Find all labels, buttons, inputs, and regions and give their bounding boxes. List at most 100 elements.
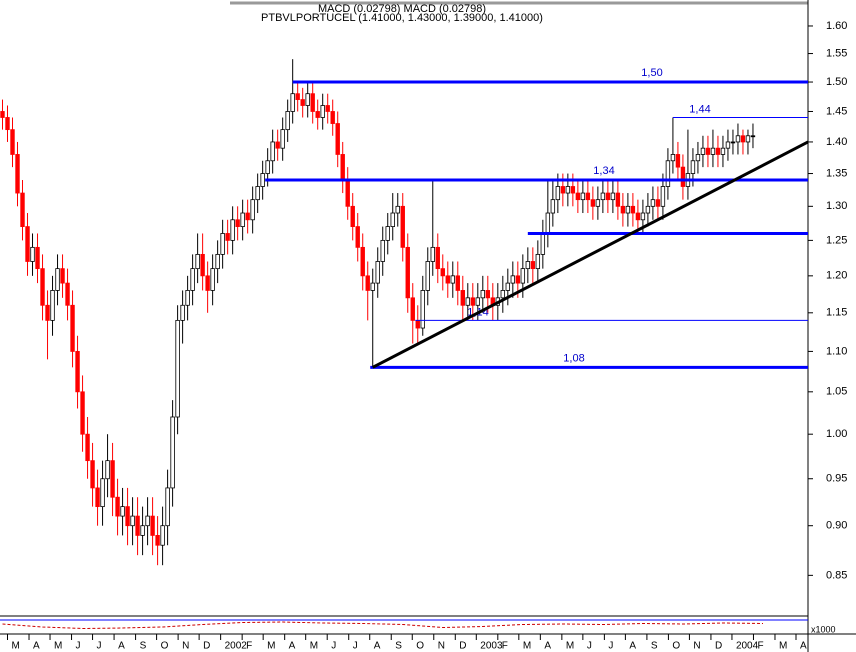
- candle-body: [600, 192, 606, 201]
- x-tick-label: S: [395, 641, 402, 652]
- candle-body: [680, 166, 686, 187]
- candle-body: [220, 233, 225, 255]
- x-tick-label: J: [331, 641, 336, 652]
- candle-body: [105, 460, 110, 480]
- candle-body: [310, 93, 315, 112]
- candle-body: [85, 433, 90, 462]
- candle-body: [720, 147, 726, 155]
- x-tick-label: J: [353, 641, 358, 652]
- candle-body: [525, 261, 531, 270]
- x-tick-label: A: [629, 641, 636, 652]
- candle-body: [450, 275, 455, 284]
- candle-body: [690, 160, 696, 174]
- candle-body: [415, 319, 420, 329]
- candle-body: [360, 246, 365, 277]
- candle-body: [20, 192, 25, 227]
- candle-body: [520, 268, 526, 284]
- x-tick-label: N: [182, 641, 189, 652]
- candle-body: [225, 233, 230, 241]
- chart-title: PTBVLPORTUCEL (1.41000, 1.43000, 1.39000…: [261, 12, 543, 24]
- candle-body: [410, 297, 415, 321]
- candle-body: [95, 487, 100, 508]
- candle-body: [605, 192, 611, 201]
- candle-body: [590, 199, 596, 207]
- candle-body: [475, 297, 480, 306]
- candle-body: [740, 135, 746, 143]
- candle-body: [460, 290, 465, 306]
- candle-body: [125, 506, 130, 527]
- candle-body: [750, 135, 756, 138]
- candle-body: [445, 275, 450, 284]
- candle-body: [665, 160, 671, 187]
- candle-body: [585, 192, 591, 201]
- x-tick-label: J: [97, 641, 102, 652]
- candle-body: [675, 154, 681, 168]
- candle-body: [390, 212, 395, 227]
- x-tick-label: F: [757, 641, 763, 652]
- candle-body: [530, 261, 536, 270]
- macd-scale-label: x1000: [811, 624, 836, 634]
- candle-body: [515, 275, 521, 284]
- candle-body: [625, 205, 631, 214]
- candle-body: [230, 219, 235, 241]
- candle-body: [465, 297, 470, 306]
- candle-body: [560, 186, 566, 194]
- candle-body: [565, 186, 571, 194]
- candle-body: [150, 515, 155, 536]
- candle-body: [265, 160, 270, 174]
- y-tick-label: 1.45: [826, 105, 847, 117]
- candle-body: [130, 515, 135, 527]
- candle-body: [405, 246, 410, 299]
- candle-body: [650, 199, 656, 207]
- x-tick-label: D: [715, 641, 722, 652]
- candle-body: [250, 199, 255, 221]
- x-tick-label: 2002: [225, 641, 248, 652]
- candle-body: [145, 515, 150, 527]
- candle-body: [320, 105, 325, 118]
- x-tick-label: M: [54, 641, 62, 652]
- x-tick-label: D: [203, 641, 210, 652]
- candle-body: [305, 93, 310, 106]
- candle-body: [575, 192, 581, 201]
- candle-body: [280, 129, 285, 149]
- y-tick-label: 1.55: [826, 47, 847, 59]
- candle-body: [245, 212, 250, 221]
- candle-body: [55, 268, 60, 291]
- candle-body: [275, 141, 280, 149]
- candle-body: [640, 212, 646, 221]
- candle-body: [10, 129, 15, 155]
- x-tick-label: A: [289, 641, 296, 652]
- candle-body: [5, 117, 10, 131]
- trendline: [372, 140, 809, 369]
- candle-body: [255, 186, 260, 201]
- candle-body: [425, 261, 430, 291]
- y-tick-label: 0.90: [826, 520, 847, 532]
- x-tick-label: 2003: [480, 641, 503, 652]
- x-tick-label: M: [310, 641, 318, 652]
- candle-body: [200, 253, 205, 277]
- x-tick-label: M: [566, 641, 574, 652]
- x-tick-label: M: [267, 641, 275, 652]
- candle-body: [610, 192, 616, 201]
- candle-body: [115, 496, 120, 517]
- candle-body: [655, 199, 661, 207]
- candle-body: [170, 416, 175, 489]
- candle-body: [140, 525, 145, 536]
- candle-body: [100, 478, 105, 508]
- candle-body: [185, 290, 190, 306]
- macd-line: [2, 621, 764, 630]
- y-tick-label: 1.15: [826, 307, 847, 319]
- candle-body: [165, 487, 170, 527]
- candle-body: [80, 391, 85, 435]
- x-tick-label: O: [416, 641, 424, 652]
- candle-body: [155, 535, 160, 546]
- candle-body: [175, 319, 180, 418]
- candle-body: [715, 147, 721, 155]
- candle-body: [735, 135, 741, 143]
- candle-body: [710, 147, 716, 155]
- x-tick-label: S: [140, 641, 147, 652]
- candle-body: [505, 282, 511, 291]
- candle-body: [745, 135, 751, 143]
